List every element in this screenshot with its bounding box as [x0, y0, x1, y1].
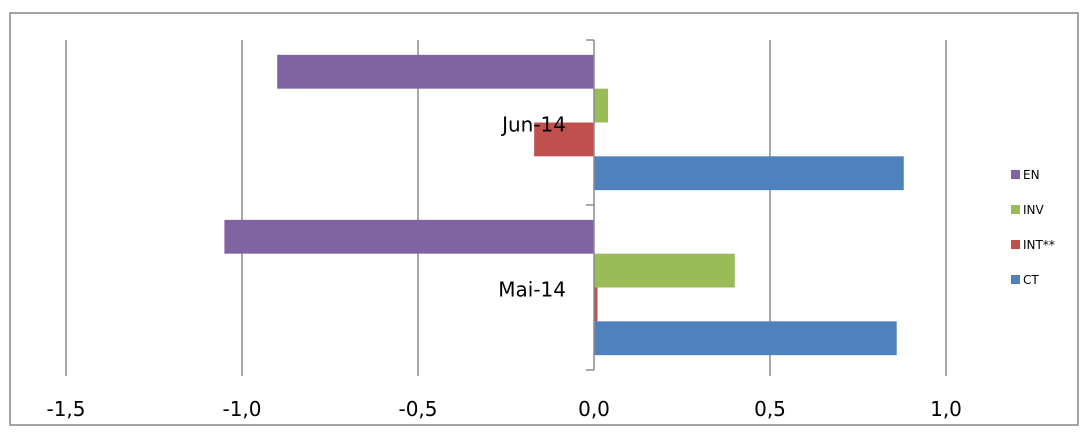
legend-label: CT	[1023, 273, 1039, 287]
category-label: Mai-14	[498, 278, 566, 302]
bar-inv-jun-14	[594, 88, 609, 123]
legend-swatch	[1011, 205, 1020, 214]
legend: EN INV INT** CT	[1011, 168, 1055, 287]
x-tick-label: 0,5	[754, 397, 786, 421]
bar-ct-jun-14	[594, 156, 904, 191]
legend-label: EN	[1023, 168, 1040, 182]
bar-en-mai-14	[224, 219, 594, 254]
bar-int-jun-14	[534, 122, 594, 157]
axes	[586, 39, 595, 371]
x-tick-label: -0,5	[398, 397, 437, 421]
legend-swatch	[1011, 240, 1020, 249]
legend-label: INV	[1023, 203, 1045, 217]
bar-int-mai-14	[594, 287, 598, 322]
labels: -1,5 -1,0 -0,5 0,0 0,5 1,0 Mai-14 Jun-14	[46, 113, 961, 422]
category-label: Jun-14	[500, 113, 566, 137]
gridlines	[65, 40, 947, 376]
legend-label: INT**	[1023, 238, 1055, 252]
legend-swatch	[1011, 275, 1020, 284]
bars	[224, 54, 904, 356]
bar-en-jun-14	[277, 54, 594, 89]
bar-ct-mai-14	[594, 321, 897, 356]
x-tick-label: -1,5	[46, 397, 85, 421]
bar-inv-mai-14	[594, 253, 735, 288]
x-tick-label: 0,0	[578, 397, 610, 421]
legend-swatch	[1011, 170, 1020, 179]
x-tick-label: -1,0	[222, 397, 261, 421]
x-tick-label: 1,0	[930, 397, 962, 421]
